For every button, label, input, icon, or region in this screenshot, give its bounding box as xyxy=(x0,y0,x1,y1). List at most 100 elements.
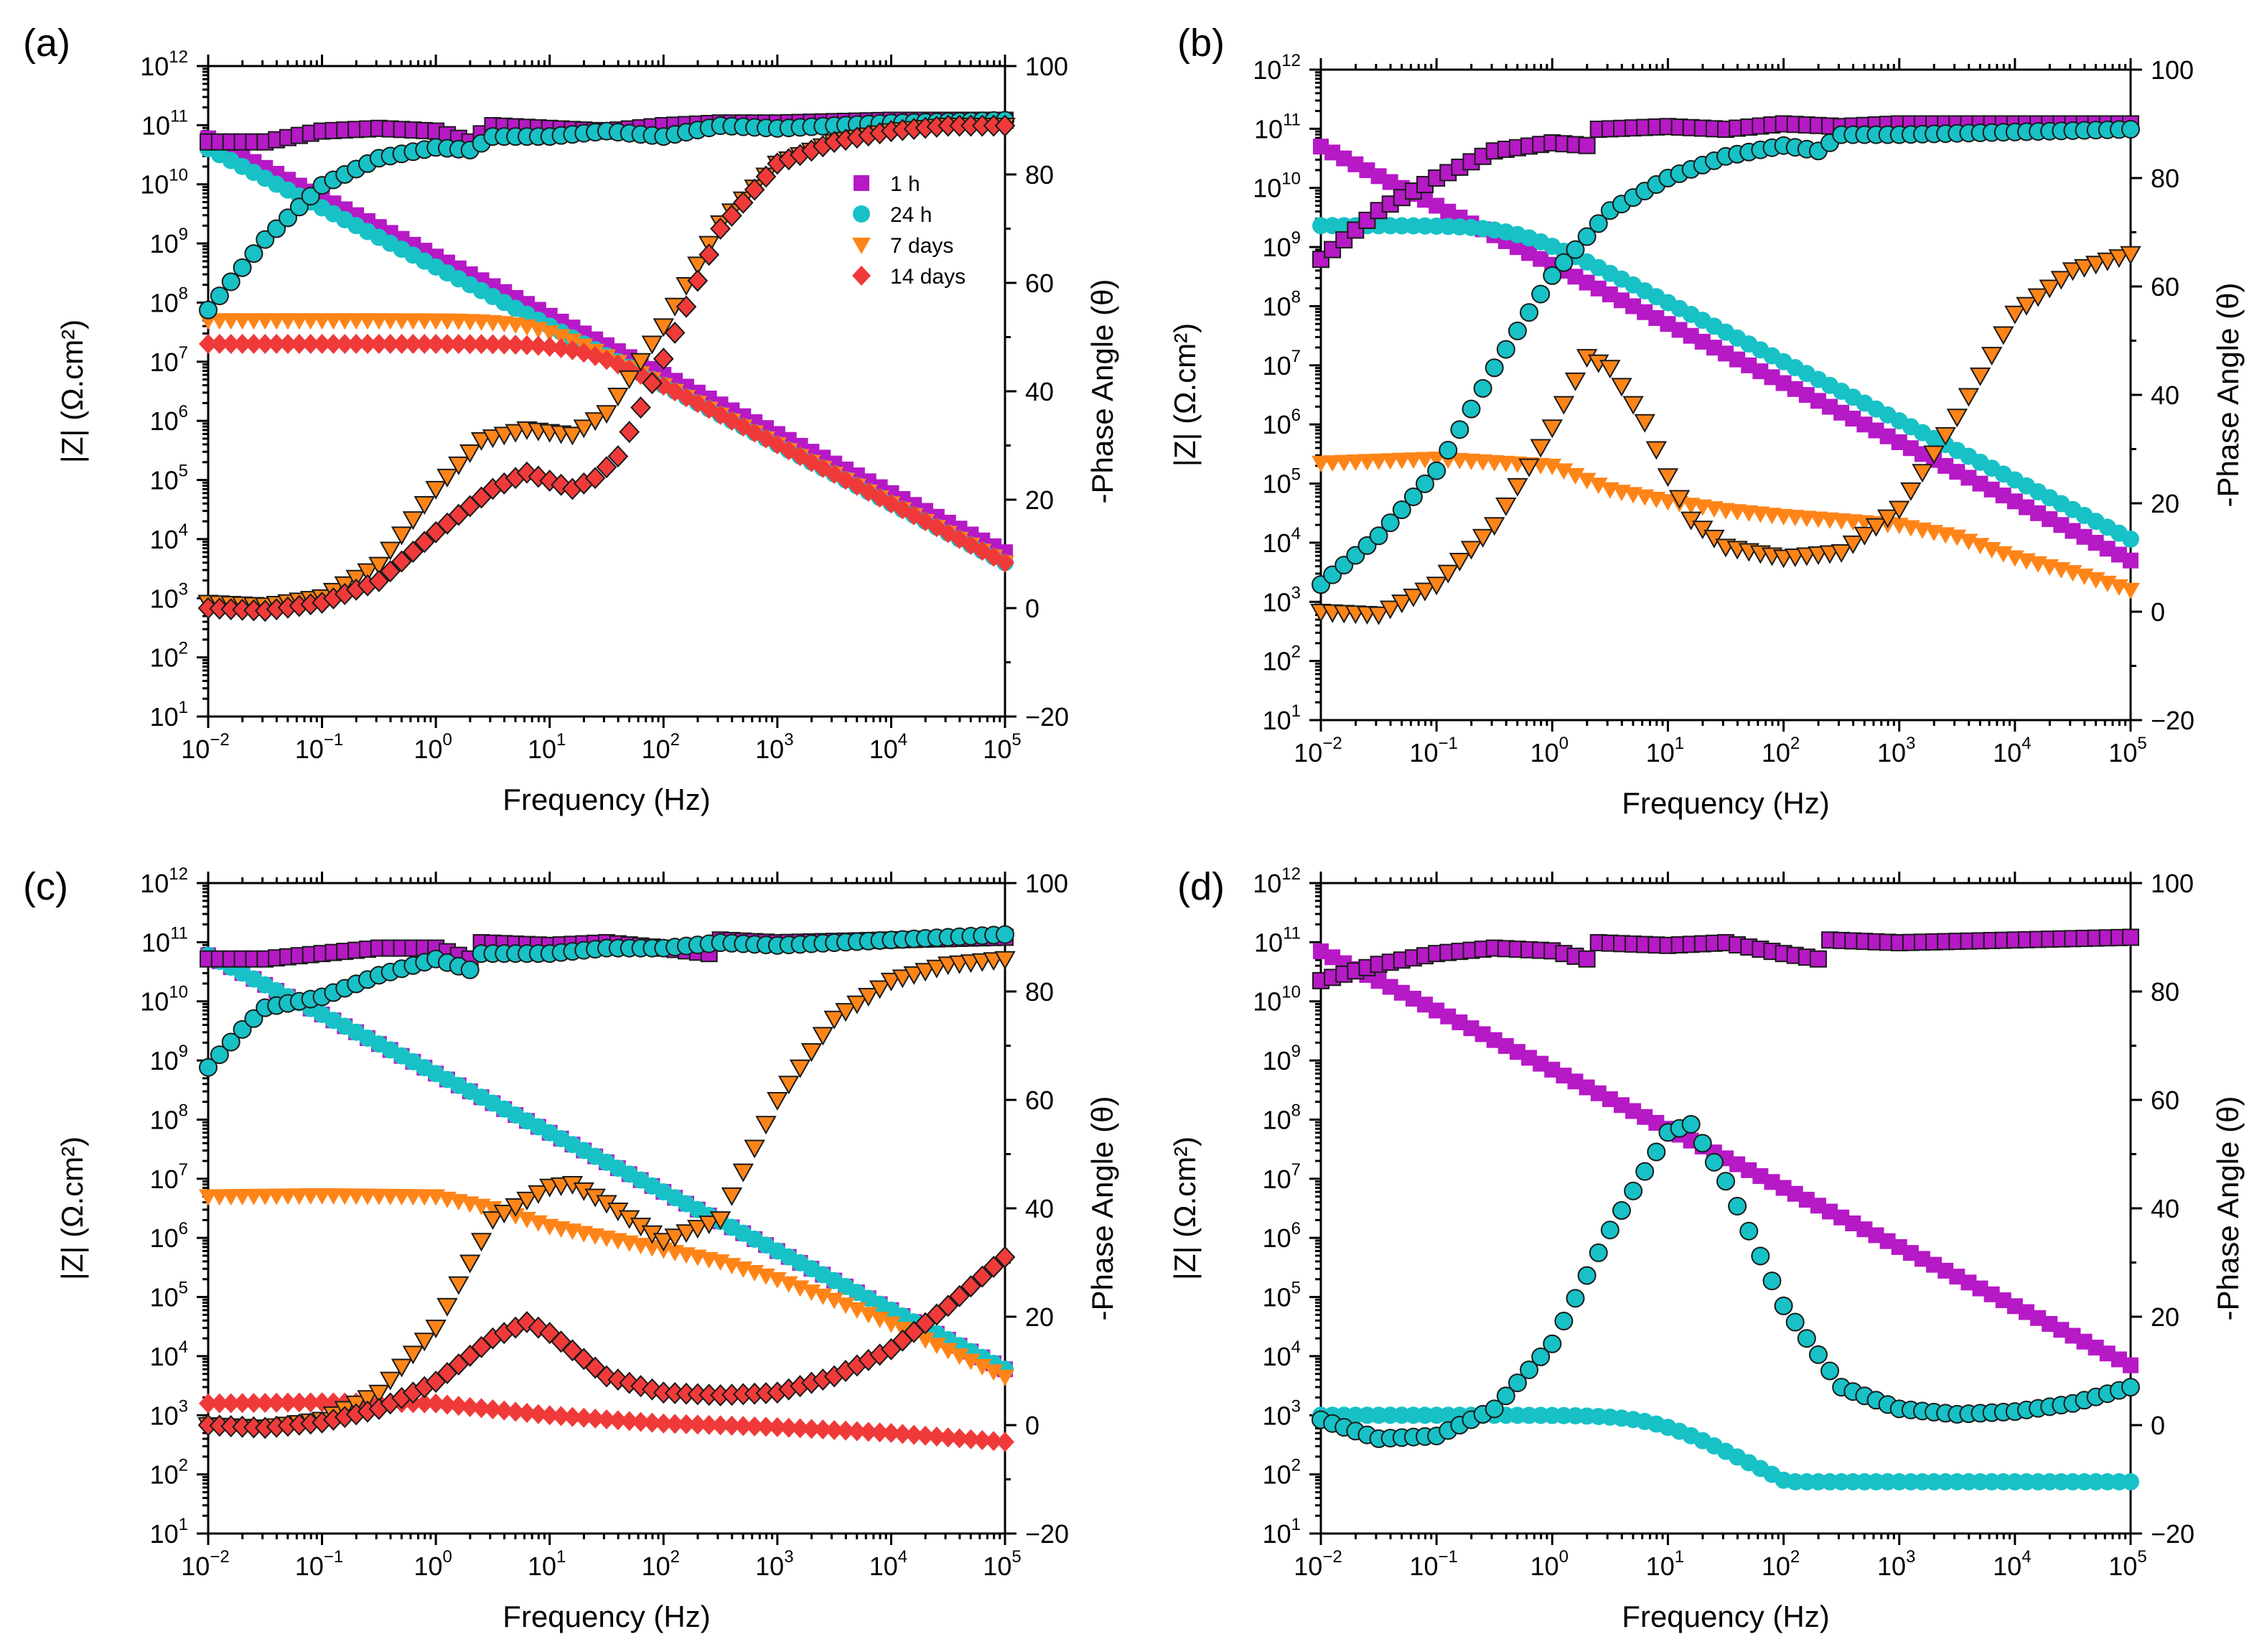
data-point xyxy=(1543,1334,1562,1353)
data-point xyxy=(1946,409,1968,428)
data-point xyxy=(687,256,709,276)
data-point xyxy=(1865,518,1887,537)
panel-b-y-left-tick-label: 104 xyxy=(1263,524,1301,558)
legend-label-7-days: 7 days xyxy=(890,234,953,258)
panel-c-x-tick-label: 101 xyxy=(528,1547,566,1581)
data-point xyxy=(2016,297,2037,316)
data-point xyxy=(1647,1142,1666,1162)
data-point xyxy=(1564,372,1586,391)
data-point xyxy=(358,334,377,355)
data-point xyxy=(540,1405,559,1426)
data-point xyxy=(301,334,320,355)
data-point xyxy=(380,1371,401,1391)
data-point xyxy=(789,1059,811,1078)
data-point xyxy=(2121,120,2140,139)
panel-b-y-left-tick-label: 105 xyxy=(1263,465,1301,499)
data-point xyxy=(289,197,309,217)
data-point xyxy=(1612,1201,1631,1221)
data-point xyxy=(256,334,275,355)
data-point xyxy=(472,334,491,355)
data-point xyxy=(757,1417,775,1437)
data-point xyxy=(984,1431,1004,1452)
panel-d-y-left-tick-label: 108 xyxy=(1263,1101,1301,1134)
data-point xyxy=(1635,1162,1655,1181)
panel-b-y-right-tick-label: 20 xyxy=(2151,489,2179,518)
panel-d-x-tick-label: 10−2 xyxy=(1294,1547,1342,1581)
data-point xyxy=(1693,1134,1712,1153)
data-point xyxy=(1554,1312,1574,1331)
panel-d-label: (d) xyxy=(1177,865,1225,908)
panel-c-y-right-axis: −20 0 20 40 60 80 100 xyxy=(1005,869,1069,1549)
data-point xyxy=(1808,1345,1828,1364)
legend-label-14-days: 14 days xyxy=(890,265,966,289)
panel-a-x-tick-label: 103 xyxy=(755,730,793,764)
data-point xyxy=(586,1408,605,1429)
panel-b-y-left-tick-label: 1011 xyxy=(1254,110,1301,144)
data-point xyxy=(1566,240,1585,259)
data-point xyxy=(426,1393,446,1414)
panel-d-y-right-tick-label: 0 xyxy=(2151,1411,2165,1440)
data-point xyxy=(1716,1172,1735,1191)
legend-label-24-h: 24 h xyxy=(890,203,932,227)
data-point xyxy=(493,1205,515,1224)
panel-c: (c) 10−2 10−1 100 101 102 103 104 105 Frequency (… xyxy=(23,864,1119,1633)
data-point xyxy=(267,219,286,238)
panel-d-x-title: Frequency (Hz) xyxy=(1622,1600,1829,1633)
data-point xyxy=(802,1284,821,1302)
data-point xyxy=(460,1396,480,1417)
data-point xyxy=(1541,419,1563,439)
panel-d-y-right-tick-label: 100 xyxy=(2151,869,2194,898)
data-point xyxy=(551,337,571,358)
panel-b-y-left-tick-label: 102 xyxy=(1263,643,1301,676)
panel-c-x-title: Frequency (Hz) xyxy=(503,1600,710,1633)
panel-a-x-tick-label: 102 xyxy=(642,730,680,764)
data-point xyxy=(2123,552,2139,569)
panel-b-y-left-axis: 101 102 103 104 105 106 107 108 109 1010 1011 1012 xyxy=(1253,51,1321,735)
data-point xyxy=(199,334,218,355)
data-point xyxy=(551,1406,571,1427)
panel-c-y-left-tick-label: 104 xyxy=(150,1338,188,1371)
data-point xyxy=(1380,453,1400,470)
data-point xyxy=(996,552,1014,573)
data-point xyxy=(335,334,355,355)
data-point xyxy=(279,1392,297,1413)
panel-b-y-left-tick-label: 1012 xyxy=(1253,51,1301,85)
data-point xyxy=(1600,1221,1619,1240)
data-point xyxy=(1437,564,1459,584)
data-point xyxy=(1762,1271,1782,1291)
data-point xyxy=(301,1392,320,1413)
data-point xyxy=(402,511,424,531)
panel-a-y-left-tick-label: 102 xyxy=(150,639,188,673)
panel-d-x-axis: 10−2 10−1 100 101 102 103 104 105 xyxy=(1294,872,2147,1581)
data-point xyxy=(403,334,423,355)
data-point xyxy=(778,1075,800,1095)
data-point xyxy=(415,334,434,355)
panel-d-y-left-tick-label: 104 xyxy=(1263,1338,1301,1371)
data-point xyxy=(1392,452,1411,470)
data-point xyxy=(676,295,697,318)
panel-d-series-1-h-modulus xyxy=(1313,943,2139,1373)
data-point xyxy=(1668,490,1691,509)
data-point xyxy=(607,445,629,468)
panel-d-y-left-tick-label: 1010 xyxy=(1253,983,1301,1017)
data-point xyxy=(2122,928,2139,946)
data-point xyxy=(835,1003,856,1022)
data-point xyxy=(687,269,709,292)
panel-a-y-left-tick-label: 1012 xyxy=(140,47,188,81)
panel-a-x-tick-label: 104 xyxy=(869,730,907,764)
panel-a-y-left-tick-label: 105 xyxy=(150,462,188,495)
data-point xyxy=(994,1246,1016,1269)
data-point xyxy=(1645,441,1668,460)
data-point xyxy=(1982,541,2001,559)
data-point xyxy=(779,1417,798,1438)
data-point xyxy=(357,1390,378,1409)
panel-d-y-left-tick-label: 107 xyxy=(1263,1160,1301,1194)
data-point xyxy=(699,1414,719,1435)
panel-c-y-right-tick-label: 40 xyxy=(1025,1194,1054,1223)
data-point xyxy=(1346,454,1365,471)
data-point xyxy=(1473,378,1492,398)
panel-a-y-right-title: -Phase Angle (θ) xyxy=(1085,279,1119,504)
data-point xyxy=(1485,358,1504,378)
panel-b: (b) 10−2 10−1 100 101 102 103 104 105 Frequency (… xyxy=(1168,22,2245,820)
data-point xyxy=(880,972,902,991)
